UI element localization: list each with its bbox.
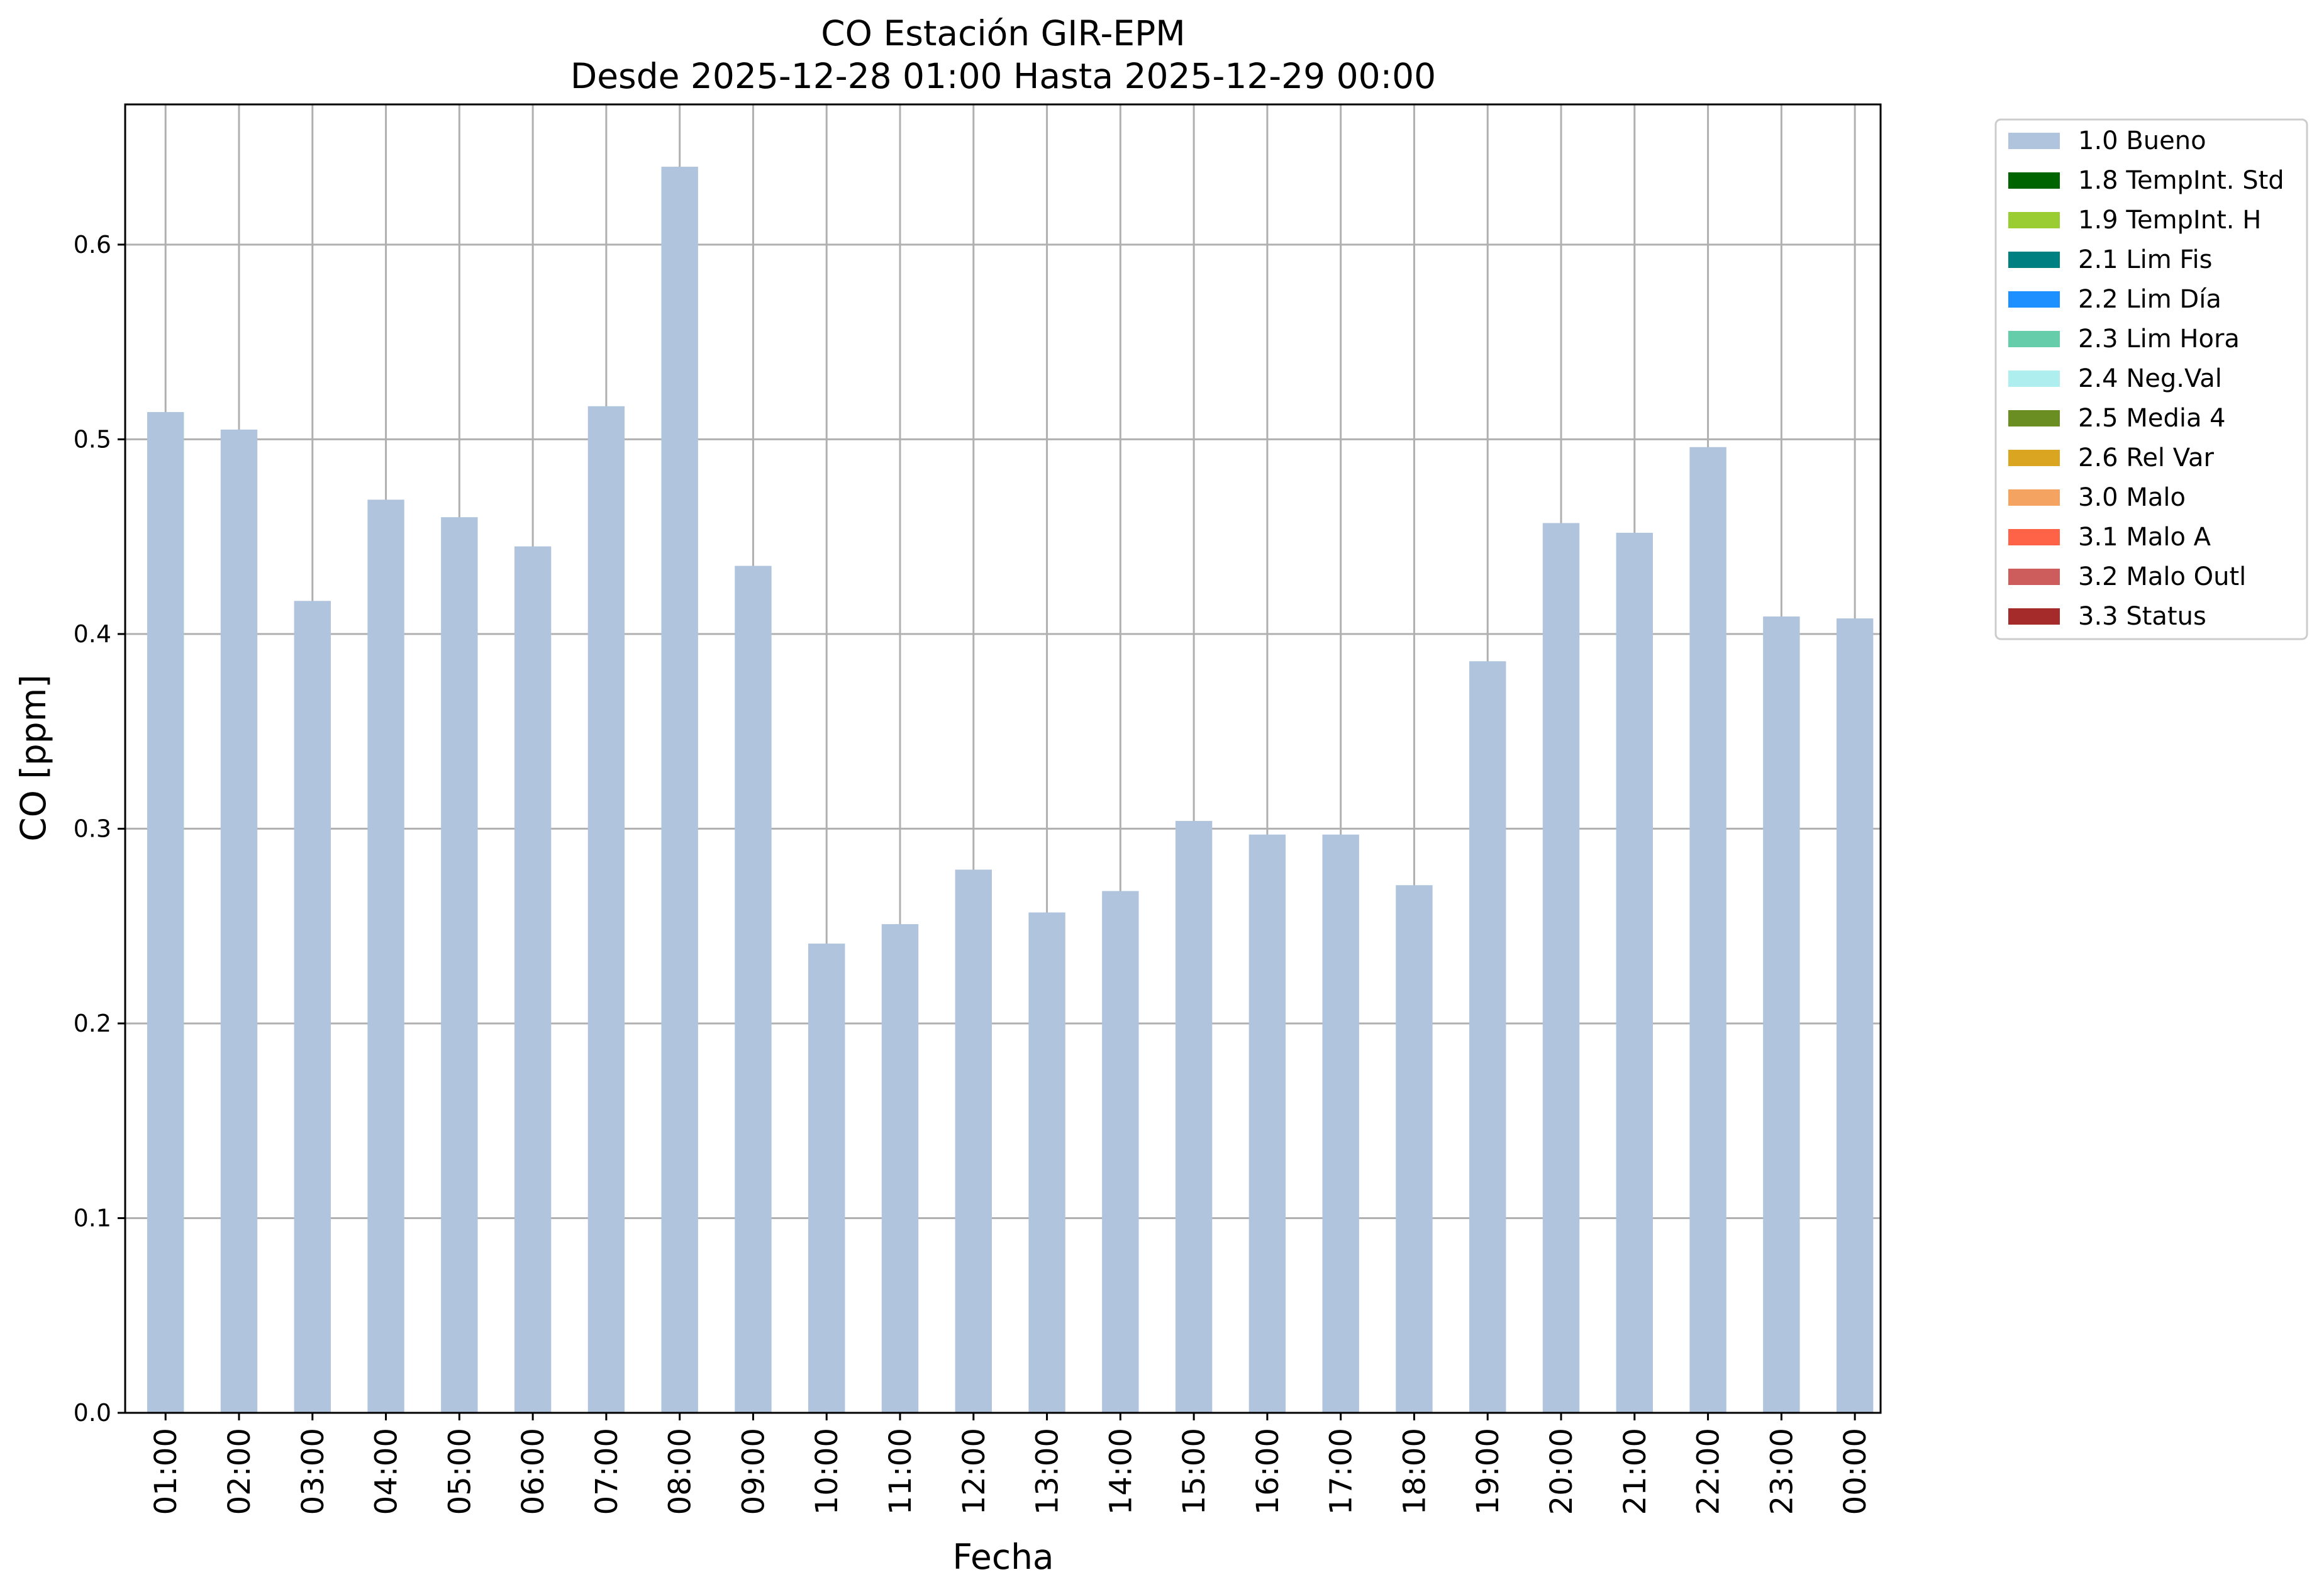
y-tick-label: 0.2	[74, 1010, 111, 1037]
x-tick-label: 17:00	[1324, 1428, 1359, 1515]
y-axis: 0.0 0.1 0.2 0.3 0.4 0.5 0.6	[74, 231, 125, 1427]
x-tick-label: 13:00	[1030, 1428, 1065, 1515]
legend-swatch	[2008, 331, 2060, 347]
legend-label: 2.2 Lim Día	[2078, 285, 2221, 314]
y-tick-label: 0.0	[74, 1399, 111, 1427]
legend-label: 3.2 Malo Outl	[2078, 562, 2246, 591]
bar	[220, 429, 258, 1413]
x-tick-label: 10:00	[809, 1428, 845, 1515]
x-tick-label: 04:00	[369, 1428, 404, 1515]
x-tick-label: 06:00	[516, 1428, 551, 1515]
legend-label: 1.9 TempInt. H	[2078, 206, 2261, 235]
x-tick-label: 01:00	[148, 1428, 184, 1515]
chart-subtitle: Desde 2025-12-28 01:00 Hasta 2025-12-29 …	[570, 56, 1436, 96]
bar	[808, 944, 845, 1413]
legend-swatch	[2008, 212, 2060, 228]
y-tick-label: 0.3	[74, 815, 111, 842]
bar	[1248, 834, 1286, 1413]
legend-swatch	[2008, 371, 2060, 387]
y-tick-label: 0.6	[74, 231, 111, 259]
x-tick-label: 12:00	[957, 1428, 992, 1515]
legend-swatch	[2008, 410, 2060, 426]
x-axis-label: Fecha	[952, 1537, 1054, 1577]
bar	[587, 406, 625, 1413]
legend-swatch	[2008, 489, 2060, 506]
bar	[1102, 891, 1139, 1413]
x-tick-label: 11:00	[883, 1428, 918, 1515]
bar	[955, 869, 992, 1413]
bar	[1542, 523, 1580, 1413]
legend: 1.0 Bueno 1.8 TempInt. Std 1.9 TempInt. H 2…	[1994, 118, 2308, 640]
legend-swatch	[2008, 252, 2060, 268]
x-tick-label: 09:00	[736, 1428, 771, 1515]
bar	[1763, 616, 1800, 1413]
y-tick-label: 0.5	[74, 425, 111, 453]
bar	[735, 566, 772, 1413]
x-tick-label: 05:00	[442, 1428, 477, 1515]
bar	[1396, 885, 1433, 1413]
plot-frame	[124, 103, 1882, 1414]
x-tick-label: 19:00	[1471, 1428, 1506, 1515]
x-tick-label: 15:00	[1177, 1428, 1212, 1515]
bar	[1836, 618, 1874, 1413]
x-tick-label: 16:00	[1250, 1428, 1286, 1515]
bar	[1469, 661, 1506, 1413]
legend-swatch	[2008, 291, 2060, 308]
legend-label: 2.3 Lim Hora	[2078, 325, 2240, 354]
x-tick-label: 02:00	[222, 1428, 257, 1515]
y-tick-label: 0.4	[74, 620, 111, 648]
legend-swatch	[2008, 569, 2060, 585]
legend-label: 2.1 Lim Fis	[2078, 245, 2212, 274]
x-tick-label: 14:00	[1103, 1428, 1138, 1515]
x-tick-label: 07:00	[589, 1428, 625, 1515]
bar	[1322, 834, 1359, 1413]
legend-swatch	[2008, 529, 2060, 545]
legend-label: 1.8 TempInt. Std	[2078, 166, 2284, 195]
legend-label: 3.1 Malo A	[2078, 523, 2211, 552]
bar	[367, 499, 404, 1413]
bar	[1175, 821, 1213, 1413]
x-tick-label: 00:00	[1838, 1428, 1873, 1515]
bars	[147, 167, 1874, 1413]
bar	[441, 517, 478, 1413]
legend-label: 2.5 Media 4	[2078, 404, 2226, 433]
x-tick-label: 20:00	[1544, 1428, 1579, 1515]
x-tick-label: 21:00	[1618, 1428, 1653, 1515]
x-tick-label: 18:00	[1397, 1428, 1432, 1515]
bar	[881, 924, 919, 1413]
y-axis-label: CO [ppm]	[13, 674, 53, 842]
x-tick-label: 08:00	[663, 1428, 698, 1515]
bar	[294, 601, 331, 1413]
y-tick-label: 0.1	[74, 1204, 111, 1232]
legend-swatch	[2008, 133, 2060, 149]
x-axis: 01:00 02:00 03:00 04:00 05:00 06:00 07:00 08:00…	[148, 1413, 1873, 1515]
bar	[514, 546, 552, 1413]
chart-title: CO Estación GIR-EPM	[821, 13, 1185, 53]
legend-label: 3.0 Malo	[2078, 483, 2186, 512]
legend-label: 2.4 Neg.Val	[2078, 364, 2222, 393]
legend-label: 2.6 Rel Var	[2078, 443, 2215, 472]
legend-label: 1.0 Bueno	[2078, 126, 2206, 155]
x-tick-label: 22:00	[1691, 1428, 1726, 1515]
bar	[147, 412, 184, 1413]
bar	[1028, 912, 1065, 1413]
x-tick-label: 03:00	[296, 1428, 331, 1515]
x-tick-label: 23:00	[1764, 1428, 1799, 1515]
bar	[1616, 532, 1653, 1413]
legend-frame	[1994, 118, 2308, 640]
legend-swatch	[2008, 608, 2060, 625]
bar	[661, 167, 698, 1413]
legend-label: 3.3 Status	[2078, 602, 2206, 631]
bar	[1689, 447, 1726, 1413]
legend-swatch	[2008, 172, 2060, 189]
legend-swatch	[2008, 450, 2060, 466]
